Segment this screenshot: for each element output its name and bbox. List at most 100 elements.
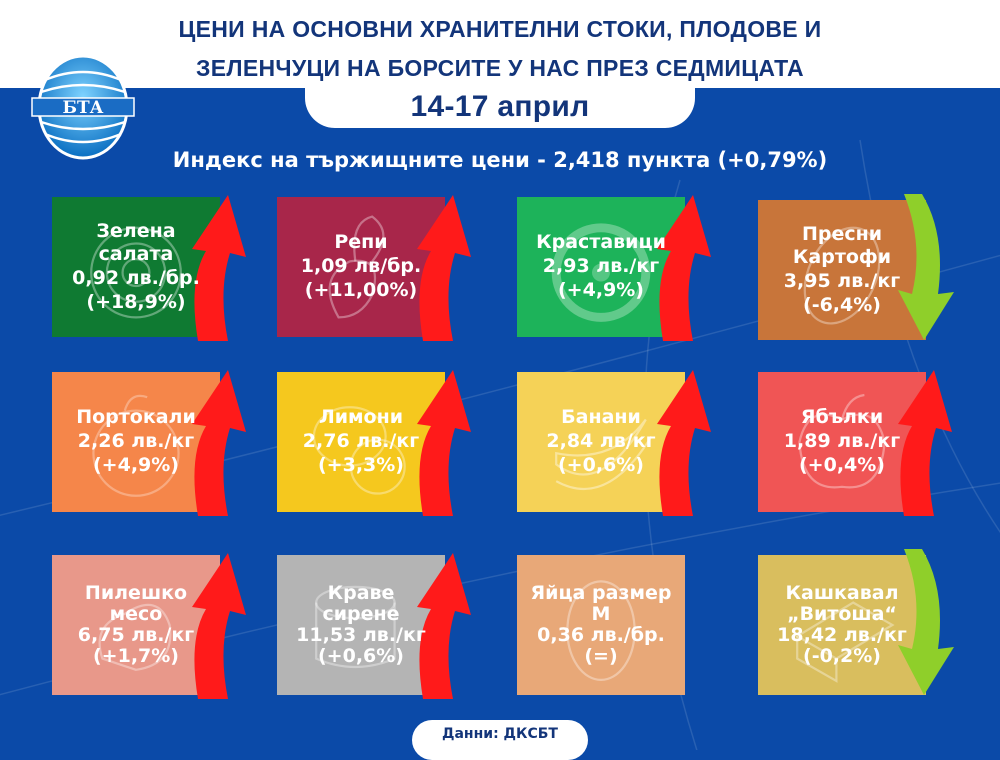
yellow-cheese-icon [794, 601, 895, 683]
product-change: (+4,9%) [93, 453, 179, 476]
product-name-line2: „Витоша“ [787, 603, 897, 626]
tile-background [52, 555, 220, 695]
bta-logo: БТА [31, 54, 135, 160]
product-price: 2,26 лв./кг [77, 430, 195, 453]
product-price: 1,89 лв./кг [783, 430, 901, 453]
tile-text: Краве сирене 11,53 лв./кг (+0,6%) [277, 555, 445, 695]
product-change: (-6,4%) [803, 293, 881, 316]
page-title-line1: ЦЕНИ НА ОСНОВНИ ХРАНИТЕЛНИ СТОКИ, ПЛОДОВ… [178, 16, 822, 42]
product-name: Лимони [318, 406, 404, 429]
arrow-down-icon [898, 549, 954, 695]
cucumber-slice-icon [551, 223, 651, 322]
tile-background [758, 372, 926, 512]
product-name-line2: салата [98, 243, 174, 266]
product-change: (+4,9%) [558, 278, 644, 301]
product-change: (+18,9%) [86, 290, 186, 313]
date-range: 14-17 април [410, 90, 590, 123]
arrow-up-icon [417, 553, 471, 699]
product-change: (+0,4%) [799, 453, 885, 476]
product-name-line2: М [591, 603, 611, 626]
product-price: 2,84 лв/кг [546, 430, 656, 453]
arrow-up-icon [657, 195, 711, 341]
tile-background [517, 372, 685, 512]
product-price: 11,53 лв./кг [296, 624, 426, 646]
orange-icon [92, 394, 180, 497]
arrow-down-icon [898, 194, 954, 340]
cheese-icon [315, 585, 396, 669]
product-tile-chicken: Пилешко месо 6,75 лв./кг (+1,7%) [52, 553, 246, 699]
tile-text: Пилешко месо 6,75 лв./кг (+1,7%) [52, 555, 220, 695]
data-source: Данни: ДКСБТ [442, 726, 558, 742]
product-name: Пилешко [84, 582, 188, 605]
arrow-up-icon [417, 195, 471, 341]
apple-icon [798, 393, 886, 489]
product-price: 1,09 лв/бр. [300, 255, 422, 278]
product-tile-turnips: Репи 1,09 лв/бр. (+11,00%) [277, 195, 471, 341]
product-name: Пресни [801, 222, 883, 245]
product-tile-cucumbers: Краставици 2,93 лв./кг (+4,9%) [517, 195, 711, 341]
radish-icon [328, 215, 385, 319]
product-price: 3,95 лв./кг [783, 270, 901, 292]
tile-text: Банани 2,84 лв/кг (+0,6%) [517, 372, 685, 512]
tile-text: Репи 1,09 лв/бр. (+11,00%) [277, 197, 445, 337]
product-price: 0,36 лв./бр. [537, 624, 665, 646]
lettuce-icon [90, 226, 182, 319]
product-name: Портокали [76, 406, 196, 429]
product-change: (+11,00%) [304, 278, 418, 301]
product-change: (+1,7%) [93, 644, 179, 667]
product-name: Зелена [96, 219, 176, 242]
product-name-line2: месо [109, 603, 163, 626]
product-change: (-0,2%) [803, 644, 881, 667]
tile-background [517, 555, 685, 695]
tile-text: Лимони 2,76 лв./кг (+3,3%) [277, 372, 445, 512]
tile-background [277, 555, 445, 695]
product-name-line2: сирене [322, 603, 400, 626]
product-price: 2,76 лв./кг [302, 430, 420, 453]
product-tile-eggs: Яйца размер М 0,36 лв./бр. (=) [517, 555, 685, 695]
product-name: Банани [561, 406, 641, 429]
tile-background [52, 197, 220, 337]
tile-background [517, 197, 685, 337]
tile-background [52, 372, 220, 512]
tile-text: Ябълки 1,89 лв./кг (+0,4%) [758, 372, 926, 512]
date-pill [305, 60, 695, 128]
arrow-up-icon [192, 195, 246, 341]
product-tile-yellow-cheese: Кашкавал „Витоша“ 18,42 лв./кг (-0,2%) [758, 549, 954, 695]
arrow-up-icon [192, 553, 246, 699]
arrow-up-icon [417, 370, 471, 516]
tile-text: Кашкавал „Витоша“ 18,42 лв./кг (-0,2%) [758, 555, 926, 695]
tile-text: Яйца размер М 0,36 лв./бр. (=) [517, 555, 685, 695]
arrow-up-icon [898, 370, 952, 516]
market-index: Индекс на тържищните цени - 2,418 пункта… [172, 148, 828, 172]
egg-icon [566, 580, 636, 681]
lemon-icon [312, 406, 406, 495]
product-price: 0,92 лв./бр. [72, 267, 200, 289]
product-tile-bananas: Банани 2,84 лв/кг (+0,6%) [517, 370, 711, 516]
tile-text: Портокали 2,26 лв./кг (+4,9%) [52, 372, 220, 512]
product-tile-cow-cheese: Краве сирене 11,53 лв./кг (+0,6%) [277, 553, 471, 699]
product-change: (+3,3%) [318, 453, 404, 476]
product-name: Яйца размер [530, 582, 672, 605]
product-name-line2: Картофи [792, 246, 892, 269]
tile-background [277, 197, 445, 337]
arrow-up-icon [657, 370, 711, 516]
product-name: Краставици [536, 231, 666, 254]
arrow-up-icon [192, 370, 246, 516]
product-change: (=) [584, 644, 618, 667]
banana-icon [555, 418, 653, 491]
page-title-line2: ЗЕЛЕНЧУЦИ НА БОРСИТЕ У НАС ПРЕЗ СЕДМИЦАТ… [196, 55, 804, 81]
product-price: 6,75 лв./кг [77, 624, 195, 646]
svg-text:БТА: БТА [62, 98, 103, 118]
tile-text: Краставици 2,93 лв./кг (+4,9%) [517, 197, 685, 337]
potato-icon [803, 226, 881, 325]
product-tile-oranges: Портокали 2,26 лв./кг (+4,9%) [52, 370, 246, 516]
tile-text: Пресни Картофи 3,95 лв./кг (-6,4%) [758, 200, 926, 340]
product-change: (+0,6%) [318, 644, 404, 667]
product-price: 18,42 лв./кг [777, 624, 907, 646]
product-tile-potatoes: Пресни Картофи 3,95 лв./кг (-6,4%) [758, 194, 954, 340]
chicken-icon [98, 603, 172, 671]
product-name: Ябълки [800, 406, 884, 429]
product-tile-lettuce: Зелена салата 0,92 лв./бр. (+18,9%) [52, 195, 246, 341]
product-price: 2,93 лв./кг [542, 255, 660, 278]
product-tile-apples: Ябълки 1,89 лв./кг (+0,4%) [758, 370, 952, 516]
